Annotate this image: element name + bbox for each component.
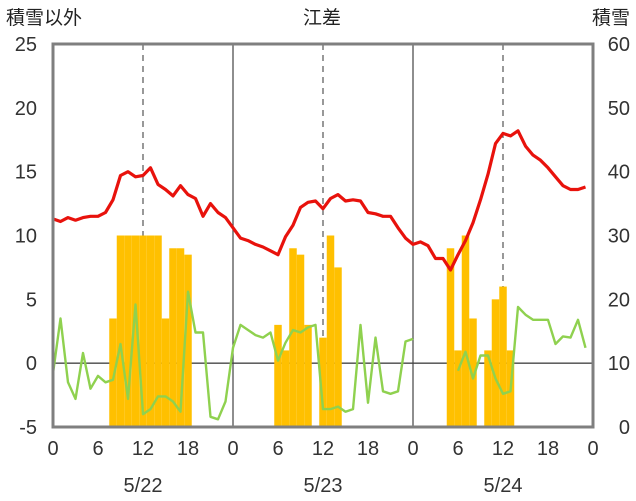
snow-bar (491, 299, 500, 427)
x-tick-label: 6 (452, 438, 463, 460)
green-line-segment (456, 305, 587, 395)
green-line-segment (51, 290, 414, 421)
snow-bar (116, 235, 125, 427)
snow-bar (499, 286, 507, 427)
snow-bar (296, 254, 305, 427)
x-tick-label: 12 (132, 438, 154, 460)
right-tick-label: 10 (608, 353, 630, 375)
left-axis-ticks: -5 0 5 10 15 20 25 (15, 34, 37, 439)
x-tick-label: 0 (407, 438, 418, 460)
line-series-layer (51, 129, 587, 421)
day-label: 5/22 (124, 475, 163, 497)
right-tick-label: 60 (608, 34, 630, 56)
snow-bar (326, 235, 335, 427)
right-tick-label: 0 (619, 417, 630, 439)
left-tick-label: 20 (15, 98, 37, 120)
left-tick-label: -5 (19, 417, 37, 439)
x-tick-label: 18 (357, 438, 379, 460)
snow-bar (154, 235, 162, 427)
x-tick-label: 18 (177, 438, 199, 460)
plot-frame (51, 42, 595, 429)
left-tick-label: 10 (15, 226, 37, 248)
left-axis-title: 積雪以外 (6, 7, 82, 29)
snow-bar (146, 235, 155, 427)
x-tick-label: 0 (587, 438, 598, 460)
x-tick-label: 6 (92, 438, 103, 460)
x-tick-label: 0 (47, 438, 58, 460)
x-tick-label: 18 (537, 438, 559, 460)
left-tick-label: 0 (26, 353, 37, 375)
left-tick-label: 15 (15, 162, 37, 184)
snow-bar (109, 318, 117, 427)
left-tick-label: 25 (15, 34, 37, 56)
x-tick-label: 0 (227, 438, 238, 460)
right-tick-label: 40 (608, 162, 630, 184)
snow-bar (304, 324, 312, 427)
snow-bar (461, 235, 470, 427)
right-tick-label: 50 (608, 98, 630, 120)
snow-bar (139, 235, 147, 427)
temperature-line (52, 129, 587, 272)
x-tick-label: 12 (312, 438, 334, 460)
snow-bar (484, 350, 492, 427)
snow-bar (334, 267, 342, 427)
right-tick-label: 30 (608, 226, 630, 248)
x-axis-day-labels: 5/22 5/23 5/24 (124, 475, 523, 497)
snow-bar (176, 248, 185, 427)
snow-bar (289, 248, 297, 427)
chart-title: 江差 (303, 7, 341, 29)
day-label: 5/24 (484, 475, 523, 497)
snow-bar (184, 254, 192, 427)
snow-bar (169, 248, 177, 427)
x-tick-label: 6 (272, 438, 283, 460)
snow-bar (469, 318, 477, 427)
right-axis-ticks: 0 10 20 30 40 50 60 (608, 34, 630, 439)
snow-bar (124, 235, 132, 427)
snow-bar (454, 350, 462, 427)
snow-bar (131, 235, 140, 427)
day-label: 5/23 (304, 475, 343, 497)
right-axis-title: 積雪 (592, 7, 630, 29)
snow-bar (446, 248, 455, 427)
x-axis-ticks: 0 6 12 18 0 6 12 18 0 6 12 18 0 (47, 438, 598, 460)
snow-bar (274, 324, 282, 427)
plot-border (51, 42, 595, 429)
snow-bar (161, 318, 170, 427)
right-tick-label: 20 (608, 289, 630, 311)
x-tick-label: 12 (492, 438, 514, 460)
snow-bar (319, 337, 327, 427)
snow-bar (281, 350, 290, 427)
left-tick-label: 5 (26, 289, 37, 311)
